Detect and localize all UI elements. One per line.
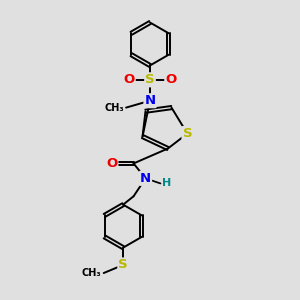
Text: N: N [140, 172, 151, 185]
Text: S: S [182, 127, 192, 140]
Text: CH₃: CH₃ [82, 268, 101, 278]
Text: S: S [145, 73, 155, 86]
Text: CH₃: CH₃ [104, 103, 124, 112]
Text: O: O [124, 73, 135, 86]
Text: O: O [165, 73, 176, 86]
Text: H: H [162, 178, 171, 188]
Text: O: O [106, 157, 117, 170]
Text: N: N [144, 94, 156, 107]
Text: S: S [118, 259, 128, 272]
